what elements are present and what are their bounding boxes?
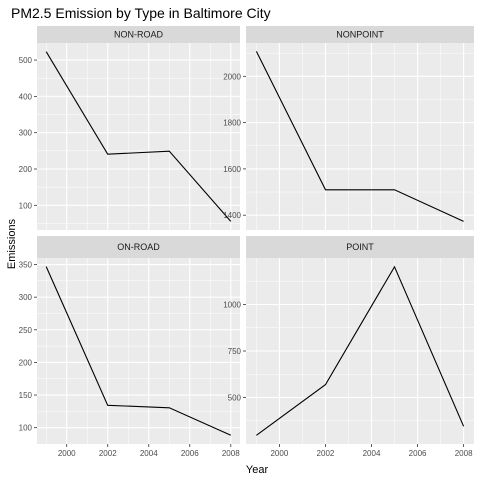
y-tick-label: 200 [19, 358, 33, 367]
y-tick-label: 250 [19, 326, 33, 335]
panel-point: POINT 500 750 1000 2000 2002 2004 2006 2008 [223, 236, 474, 458]
y-tick-label: 300 [19, 293, 33, 302]
facet-strip-label: POINT [346, 242, 374, 252]
facet-strip-label: NON-ROAD [114, 30, 163, 40]
y-tick-label: 1400 [223, 211, 241, 220]
y-tick-label: 300 [19, 129, 33, 138]
y-tick-label: 200 [19, 165, 33, 174]
y-axis-title: Emissions [6, 218, 18, 269]
y-tick-label: 1800 [223, 119, 241, 128]
panel-background [37, 258, 240, 444]
x-tick-label: 2004 [140, 449, 158, 458]
facet-strip [37, 236, 240, 258]
x-tick-label: 2006 [409, 449, 427, 458]
chart-title: PM2.5 Emission by Type in Baltimore City [11, 5, 271, 21]
y-tick-label: 1000 [223, 301, 241, 310]
y-tick-label: 500 [228, 394, 242, 403]
x-tick-label: 2008 [455, 449, 473, 458]
y-tick-label: 350 [19, 261, 33, 270]
panel-nonpoint: NONPOINT 1400 1600 1800 2000 [223, 26, 474, 230]
x-tick-label: 2002 [99, 449, 117, 458]
y-tick-label: 750 [228, 347, 242, 356]
series-line-on-road [45, 266, 232, 436]
x-tick-label: 2008 [222, 449, 240, 458]
y-tick-label: 1600 [223, 165, 241, 174]
panel-on-road: ON-ROAD 100 150 200 250 300 350 2000 2002 2004 200… [19, 236, 240, 458]
y-tick-label: 2000 [223, 72, 241, 81]
series-line-non-road [45, 51, 232, 222]
x-tick-label: 2006 [181, 449, 199, 458]
x-tick-label: 2000 [58, 449, 76, 458]
series-line-nonpoint [255, 51, 464, 222]
panel-background [246, 43, 474, 230]
panel-non-road: NON-ROAD 100 200 300 400 500 [19, 26, 240, 230]
facet-strip-label: NONPOINT [336, 30, 384, 40]
y-tick-label: 400 [19, 92, 33, 101]
x-tick-label: 2000 [270, 449, 288, 458]
y-tick-label: 500 [19, 56, 33, 65]
x-axis-title: Year [246, 464, 269, 476]
facet-strip [246, 236, 474, 258]
facet-panels: NON-ROAD 100 200 300 400 500 NONPOINT 1400 1600 1… [19, 26, 474, 458]
panel-background [37, 43, 240, 230]
y-tick-label: 100 [19, 201, 33, 210]
facet-strip [37, 26, 240, 43]
y-tick-label: 150 [19, 391, 33, 400]
facet-strip [246, 26, 474, 43]
x-tick-label: 2002 [317, 449, 335, 458]
series-line-point [256, 265, 465, 436]
facet-strip-label: ON-ROAD [117, 242, 160, 252]
x-tick-label: 2004 [363, 449, 381, 458]
y-tick-label: 100 [19, 424, 33, 433]
